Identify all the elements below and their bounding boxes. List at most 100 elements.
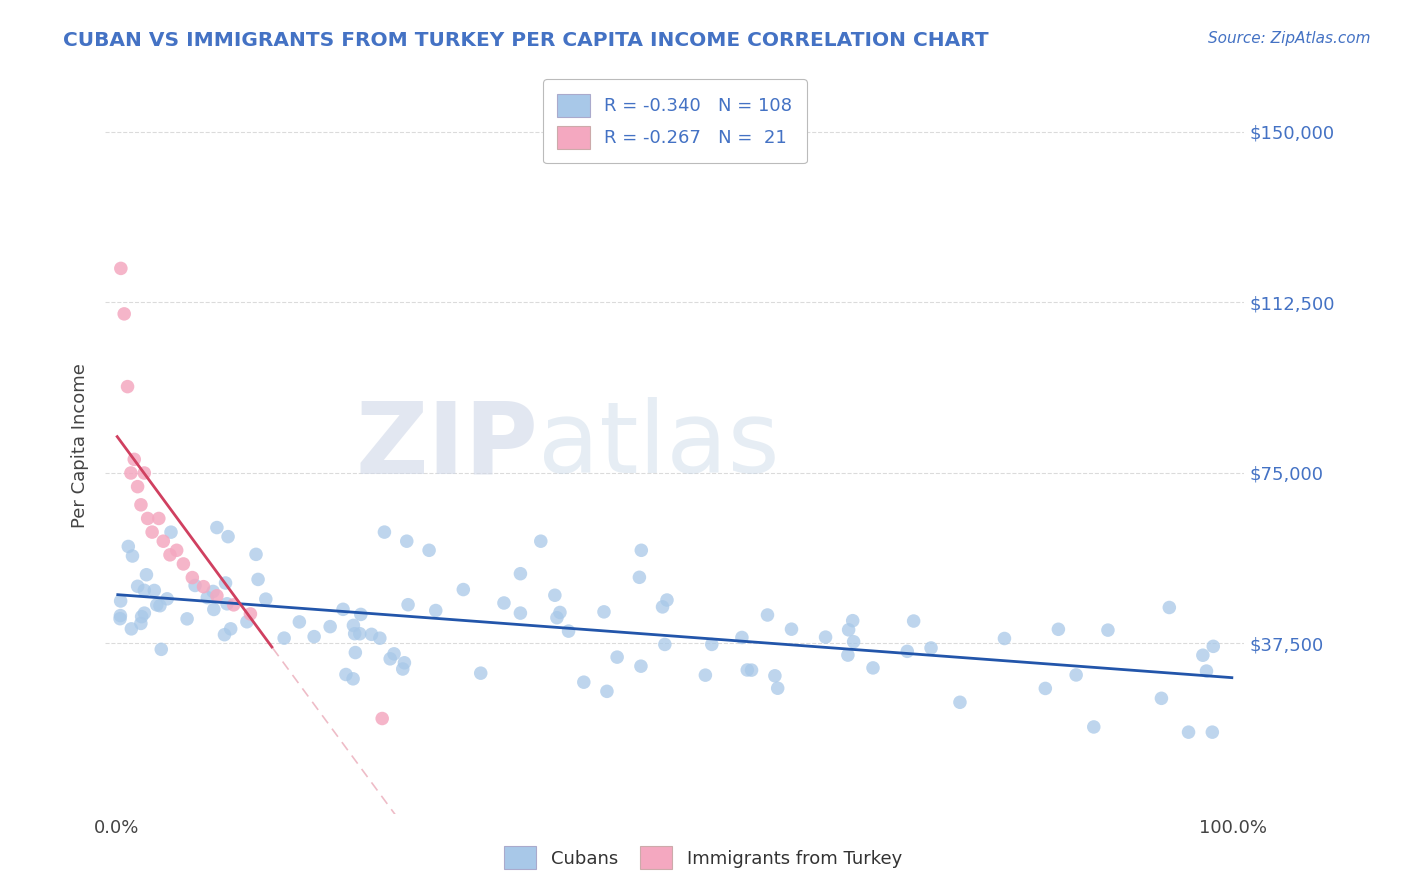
Point [349, 626, 371, 640]
Point [896, 644, 918, 658]
Point [1192, 648, 1215, 663]
Point [127, 480, 149, 494]
Point [205, 520, 228, 534]
Point [380, 652, 402, 666]
Point [509, 606, 531, 620]
Point [219, 622, 242, 636]
Text: CUBAN VS IMMIGRANTS FROM TURKEY PER CAPITA INCOME CORRELATION CHART: CUBAN VS IMMIGRANTS FROM TURKEY PER CAPI… [63, 31, 988, 50]
Point [152, 534, 174, 549]
Point [335, 667, 357, 681]
Point [195, 591, 218, 605]
Point [332, 602, 354, 616]
Point [239, 607, 262, 621]
Point [214, 628, 236, 642]
Point [838, 623, 860, 637]
Point [159, 548, 181, 562]
Point [247, 573, 270, 587]
Point [756, 607, 779, 622]
Point [651, 599, 673, 614]
Point [735, 663, 758, 677]
Point [108, 612, 131, 626]
Point [695, 668, 717, 682]
Point [135, 567, 157, 582]
Point [302, 630, 325, 644]
Point [112, 307, 135, 321]
Point [176, 612, 198, 626]
Point [131, 609, 153, 624]
Point [344, 646, 367, 660]
Point [425, 603, 447, 617]
Point [837, 648, 859, 662]
Point [920, 640, 942, 655]
Point [548, 606, 571, 620]
Point [117, 540, 139, 554]
Point [1033, 681, 1056, 696]
Point [148, 511, 170, 525]
Point [993, 632, 1015, 646]
Point [596, 684, 619, 698]
Point [214, 576, 236, 591]
Point [396, 598, 419, 612]
Point [110, 594, 132, 608]
Point [1159, 600, 1181, 615]
Point [149, 599, 172, 613]
Point [741, 663, 763, 677]
Point [763, 669, 786, 683]
Point [395, 534, 418, 549]
Point [382, 647, 405, 661]
Point [509, 566, 531, 581]
Point [371, 712, 394, 726]
Point [546, 610, 568, 624]
Point [110, 608, 132, 623]
Point [903, 614, 925, 628]
Point [700, 637, 723, 651]
Text: Source: ZipAtlas.com: Source: ZipAtlas.com [1208, 31, 1371, 46]
Point [146, 598, 169, 612]
Point [217, 530, 239, 544]
Point [110, 261, 132, 276]
Point [184, 578, 207, 592]
Legend: Cubans, Immigrants from Turkey: Cubans, Immigrants from Turkey [495, 838, 911, 879]
Point [129, 616, 152, 631]
Point [630, 543, 652, 558]
Point [343, 626, 366, 640]
Point [319, 620, 342, 634]
Point [1150, 691, 1173, 706]
Point [470, 666, 492, 681]
Point [350, 607, 373, 622]
Point [121, 549, 143, 563]
Y-axis label: Per Capita Income: Per Capita Income [72, 363, 89, 528]
Point [1201, 725, 1223, 739]
Point [1083, 720, 1105, 734]
Point [222, 598, 245, 612]
Point [273, 631, 295, 645]
Point [949, 695, 972, 709]
Point [160, 525, 183, 540]
Point [181, 571, 204, 585]
Point [1177, 725, 1199, 739]
Point [215, 597, 238, 611]
Point [453, 582, 475, 597]
Point [129, 498, 152, 512]
Point [342, 672, 364, 686]
Point [156, 591, 179, 606]
Point [150, 642, 173, 657]
Point [654, 637, 676, 651]
Point [245, 547, 267, 561]
Point [143, 583, 166, 598]
Point [202, 602, 225, 616]
Point [628, 570, 651, 584]
Point [166, 543, 188, 558]
Point [731, 631, 754, 645]
Point [342, 618, 364, 632]
Point [120, 622, 142, 636]
Text: ZIP: ZIP [356, 397, 538, 494]
Point [368, 631, 391, 645]
Point [122, 452, 145, 467]
Point [134, 606, 156, 620]
Point [202, 584, 225, 599]
Point [1064, 668, 1087, 682]
Point [288, 615, 311, 629]
Point [1097, 623, 1119, 637]
Point [814, 630, 837, 644]
